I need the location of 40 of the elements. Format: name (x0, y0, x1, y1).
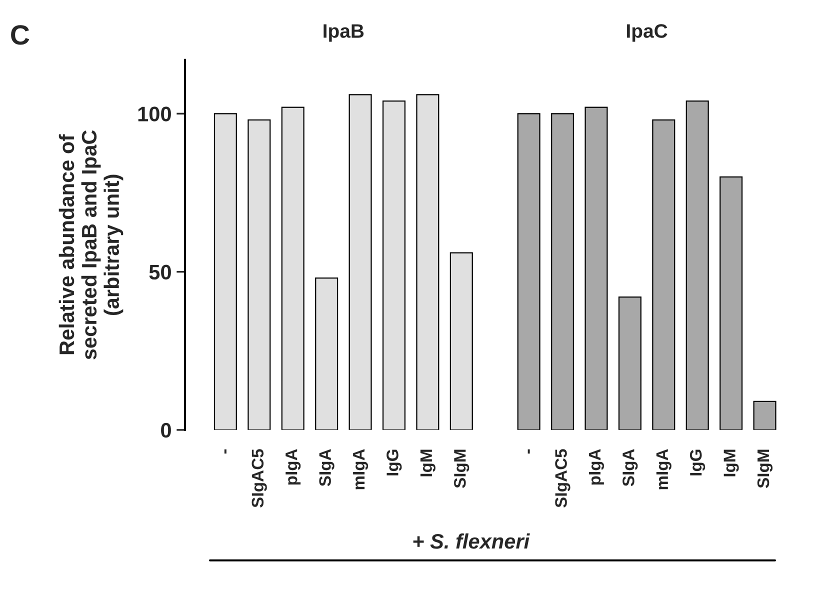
y-tick-label: 50 (149, 264, 171, 280)
x-tick-label: IgG (386, 450, 402, 476)
x-tick-label: SIgAC5 (555, 449, 570, 508)
x-tick-label: IgG (690, 450, 706, 476)
x-tick-label: - (224, 449, 226, 454)
x-tick-label: SIgM (454, 450, 470, 488)
y-tick-label: 0 (161, 422, 171, 438)
y-axis-title: Relative abundance of secreted IpaB and IpaC (arbitrary unit) (58, 130, 124, 360)
x-tick-label: SIgM (757, 450, 773, 488)
x-tick-label: mIgA (353, 449, 368, 490)
x-tick-label: SIgA (319, 449, 334, 486)
bar (348, 94, 372, 430)
text: C (11, 25, 30, 45)
x-tick-label: IgM (724, 450, 739, 476)
x-tick-label: - (528, 449, 530, 454)
bar (248, 119, 271, 430)
bar (450, 252, 473, 430)
x-tick-label: pIgA (286, 449, 301, 485)
x-tick-label: pIgA (589, 449, 604, 485)
bar (382, 100, 406, 430)
text: IpaC (627, 24, 668, 42)
bar (517, 113, 540, 430)
x-tick-label: SIgAC5 (252, 449, 267, 508)
x-tick-label: IgM (420, 450, 436, 476)
bar (720, 176, 743, 430)
x-tick-label: SIgA (622, 449, 638, 486)
text: IpaB (324, 24, 364, 42)
text: + S. flexneri (413, 533, 530, 549)
y-tick-label: 100 (138, 106, 171, 122)
bar (214, 113, 237, 430)
bar (686, 100, 709, 430)
bar (315, 278, 338, 430)
bar (652, 119, 676, 430)
x-tick-label: mIgA (656, 449, 672, 490)
bar (281, 106, 304, 430)
bar (416, 94, 440, 430)
bar (618, 296, 642, 430)
bar (584, 106, 608, 430)
bar (551, 113, 574, 430)
bar (753, 400, 776, 430)
